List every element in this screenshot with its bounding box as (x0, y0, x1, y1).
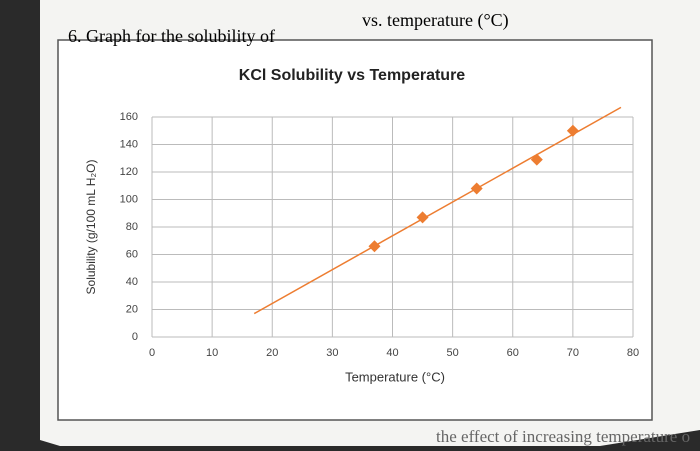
worksheet-question-end: vs. temperature (°C) (362, 10, 509, 31)
x-tick-label: 20 (266, 347, 278, 359)
data-point (530, 153, 543, 166)
y-tick-label: 160 (120, 111, 138, 123)
x-tick-label: 70 (567, 347, 579, 359)
data-point (470, 182, 483, 195)
chart-frame (57, 39, 653, 421)
x-tick-label: 60 (507, 347, 519, 359)
y-tick-label: 40 (126, 276, 138, 288)
x-axis-label: Temperature (°C) (345, 369, 445, 384)
y-tick-label: 140 (120, 138, 138, 150)
y-tick-label: 100 (120, 193, 138, 205)
y-axis-label: Solubility (g/100 mL H₂O) (84, 160, 98, 295)
data-point (368, 240, 381, 253)
y-tick-label: 0 (132, 331, 138, 343)
y-tick-label: 80 (126, 221, 138, 233)
y-tick-label: 20 (126, 303, 138, 315)
x-tick-label: 40 (386, 347, 398, 359)
data-point (566, 124, 579, 137)
x-tick-label: 80 (627, 347, 639, 359)
data-point (416, 211, 429, 224)
trendline (253, 106, 622, 315)
x-tick-label: 0 (149, 347, 155, 359)
worksheet-footer: the effect of increasing temperature o (436, 427, 690, 446)
y-tick-label: 120 (120, 166, 138, 178)
x-tick-label: 30 (326, 347, 338, 359)
x-tick-label: 50 (447, 347, 459, 359)
worksheet-question: 6. Graph for the solubility of (68, 26, 275, 46)
chart-title: KCl Solubility vs Temperature (239, 67, 466, 84)
y-tick-label: 60 (126, 248, 138, 260)
x-tick-label: 10 (206, 347, 218, 359)
